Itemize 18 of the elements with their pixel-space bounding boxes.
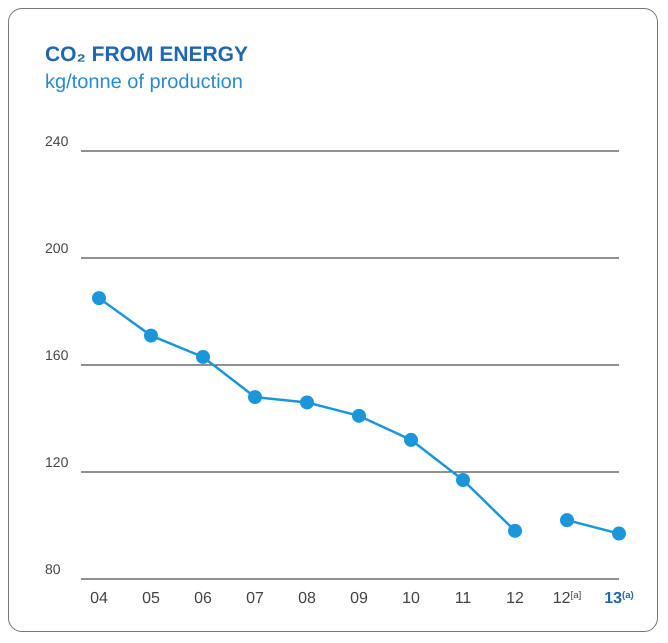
y-tick-label: 120 [45, 454, 69, 470]
y-tick-label: 200 [45, 240, 69, 256]
y-tick-label: 80 [45, 561, 61, 577]
x-tick-label: 11 [454, 590, 472, 607]
y-tick-label: 240 [45, 133, 69, 149]
chart-title: CO₂ FROM ENERGY [45, 43, 248, 67]
x-tick-label: 09 [350, 590, 368, 607]
chart-subtitle: kg/tonne of production [45, 71, 243, 94]
x-tick-label: 08 [298, 590, 316, 607]
x-tick-label: 12 [506, 590, 524, 607]
x-tick-label: 07 [246, 590, 264, 607]
x-tick-label: 06 [194, 590, 212, 607]
x-tick-label: 05 [142, 590, 160, 607]
x-tick-label: 13$^{(a)}$ [604, 590, 634, 607]
x-tick-label: 04 [90, 590, 108, 607]
x-tick-label: 12$^{[a]}$ [552, 590, 582, 607]
x-tick-label: 10 [402, 590, 420, 607]
y-tick-label: 160 [45, 347, 69, 363]
